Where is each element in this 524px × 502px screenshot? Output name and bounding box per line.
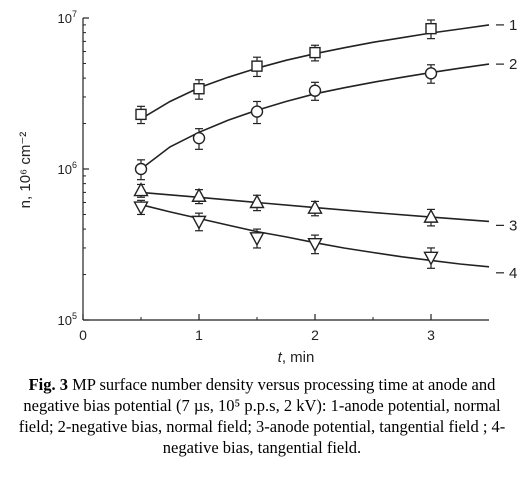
data-point-series-3: [249, 194, 265, 209]
y-tick-base: 10: [58, 162, 72, 177]
series-labels: 1 2 3 4: [496, 17, 517, 282]
data-point-series-4: [307, 238, 323, 253]
data-point-series-2: [250, 105, 264, 118]
caption-label: Fig. 3: [28, 375, 69, 394]
y-tick-label: 105: [58, 311, 77, 328]
data-point-series-1: [309, 46, 321, 59]
caption-text: MP surface number density versus process…: [18, 375, 506, 457]
data-point-series-2: [134, 162, 148, 176]
data-point-series-2: [308, 84, 322, 97]
x-tick-label: 3: [427, 327, 435, 343]
data-point-series-1: [135, 108, 147, 121]
series-label-1: 1: [509, 17, 517, 34]
x-tick-label: 1: [195, 327, 203, 343]
x-axis-label-main: t: [278, 349, 283, 366]
series-label-4: 4: [509, 265, 517, 282]
y-tick-label: 107: [58, 9, 77, 26]
fit-curve-2: [140, 63, 490, 170]
series-label-2: 2: [509, 56, 517, 73]
data-markers: [133, 22, 439, 266]
figure-caption: Fig. 3 MP surface number density versus …: [8, 374, 516, 458]
y-tick-label: 106: [58, 160, 77, 177]
series-label-3: 3: [509, 217, 517, 234]
x-axis-label: t, min: [278, 349, 315, 366]
data-point-series-1: [251, 60, 263, 72]
x-tick-label: 2: [311, 327, 319, 343]
data-point-series-1: [425, 22, 437, 35]
data-point-series-4: [191, 215, 207, 230]
data-point-series-3: [307, 199, 323, 214]
axes: [82, 17, 489, 321]
y-axis-label: n, 10⁶ cm⁻²: [17, 132, 34, 209]
data-point-series-3: [423, 208, 439, 223]
data-point-series-2: [192, 131, 206, 145]
data-point-series-3: [133, 182, 149, 197]
y-tick-exponent: 6: [72, 160, 77, 170]
data-point-series-4: [249, 232, 265, 247]
error-bars: [137, 19, 435, 269]
data-point-series-2: [424, 67, 438, 80]
x-axis-label-unit: , min: [282, 349, 315, 366]
data-point-series-4: [133, 201, 149, 216]
y-tick-exponent: 5: [72, 311, 77, 321]
y-tick-base: 10: [58, 11, 72, 26]
data-point-series-4: [423, 251, 439, 266]
data-point-series-3: [191, 187, 207, 202]
y-tick-base: 10: [58, 313, 72, 328]
x-tick-label: 0: [79, 327, 87, 343]
y-tick-exponent: 7: [72, 9, 77, 19]
data-point-series-1: [193, 83, 205, 95]
